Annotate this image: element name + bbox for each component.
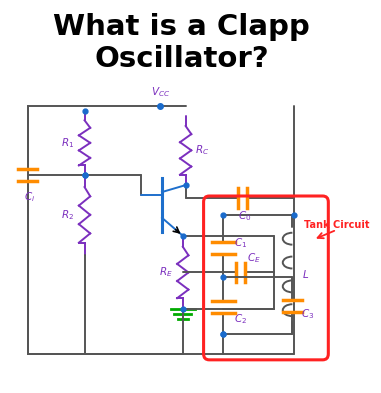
- Text: $V_{CC}$: $V_{CC}$: [150, 85, 170, 99]
- Text: $R_1$: $R_1$: [61, 136, 74, 150]
- Text: $C_i$: $C_i$: [24, 190, 35, 204]
- Text: $R_E$: $R_E$: [159, 266, 173, 279]
- Text: What is a Clapp: What is a Clapp: [53, 13, 310, 41]
- Text: $C_0$: $C_0$: [237, 209, 251, 223]
- Text: $C_3$: $C_3$: [301, 307, 314, 321]
- Text: Oscillator?: Oscillator?: [94, 45, 269, 73]
- Text: $C_E$: $C_E$: [247, 252, 261, 265]
- Text: $C_1$: $C_1$: [234, 236, 247, 250]
- Text: $R_C$: $R_C$: [195, 143, 209, 157]
- Text: $C_2$: $C_2$: [234, 312, 247, 326]
- Text: Tank Circuit: Tank Circuit: [304, 220, 369, 230]
- Text: $L$: $L$: [302, 268, 309, 281]
- Text: $R_2$: $R_2$: [61, 208, 74, 222]
